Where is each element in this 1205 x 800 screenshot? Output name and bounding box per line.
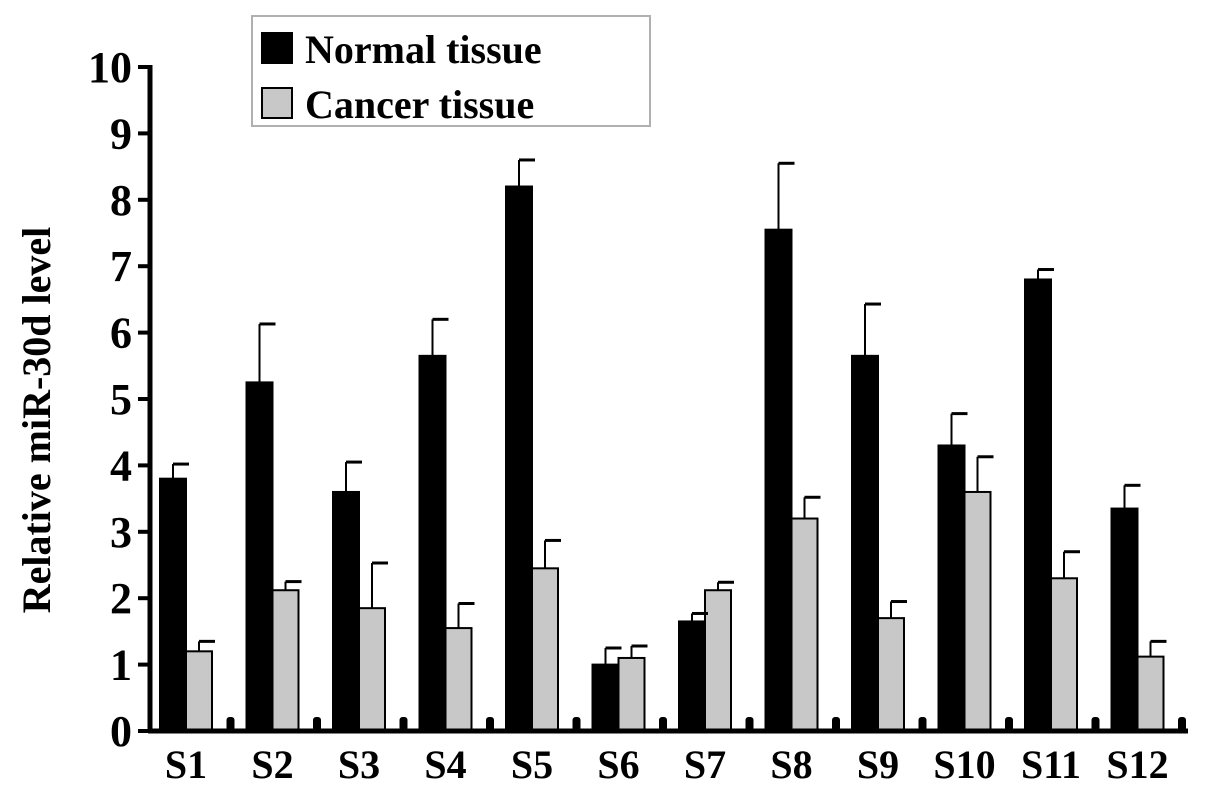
x-category-label: S3 — [338, 742, 380, 787]
y-tick-label: 0 — [110, 707, 132, 756]
x-tick-mark — [1091, 717, 1100, 731]
bar-cancer-tissue — [185, 650, 213, 733]
bar-cancer-tissue — [271, 589, 300, 732]
y-ticks-layer: 0 1 2 3 4 5 6 7 8 9 10 — [88, 43, 150, 756]
x-category-label: S10 — [933, 742, 995, 787]
y-axis-title: Relative miR-30d level — [14, 227, 59, 614]
bar-cancer-tissue — [877, 617, 905, 732]
y-tick-label: 1 — [110, 641, 132, 690]
y-tick-label: 5 — [110, 375, 132, 424]
legend-box — [251, 15, 651, 127]
bar-normal-tissue — [332, 490, 360, 732]
x-ticks-layer: S1 S2 S3 S4 S5 S6 S7 S8 S9 S10 S11 S12 — [165, 717, 1186, 787]
x-tick-mark — [313, 717, 321, 731]
bar-cancer-tissue — [358, 607, 386, 732]
bar-cancer-tissue — [1050, 577, 1078, 733]
y-tick-label: 8 — [110, 176, 132, 225]
bar-normal-tissue — [764, 228, 793, 732]
y-tick-label: 3 — [110, 508, 132, 557]
legend-swatch-cancer — [261, 87, 293, 119]
bar-normal-tissue — [851, 354, 879, 732]
legend-label-cancer: Cancer tissue — [305, 82, 534, 127]
x-tick-mark — [1005, 717, 1013, 731]
bars-layer — [159, 185, 1165, 733]
x-tick-mark — [399, 717, 408, 731]
x-tick-mark — [1178, 717, 1186, 731]
y-tick-label: 4 — [110, 441, 132, 490]
x-category-label: S11 — [1021, 742, 1081, 787]
bar-normal-tissue — [678, 620, 706, 732]
bar-cancer-tissue — [963, 490, 992, 732]
bar-cancer-tissue — [444, 627, 473, 733]
x-tick-mark — [659, 717, 667, 731]
x-tick-mark — [832, 717, 840, 731]
x-category-label: S7 — [684, 742, 726, 787]
x-category-label: S6 — [597, 742, 639, 787]
y-tick-label: 10 — [88, 43, 132, 92]
legend-swatch-normal — [261, 32, 293, 64]
x-category-label: S12 — [1106, 742, 1168, 787]
x-category-label: S4 — [424, 742, 466, 787]
x-tick-mark — [486, 717, 494, 731]
x-category-label: S9 — [857, 742, 899, 787]
y-tick-label: 2 — [110, 574, 132, 623]
bar-cancer-tissue — [531, 567, 559, 732]
bar-normal-tissue — [505, 185, 533, 732]
legend-label-normal: Normal tissue — [305, 27, 542, 72]
bar-cancer-tissue — [617, 656, 646, 733]
x-category-label: S1 — [165, 742, 207, 787]
x-category-label: S5 — [511, 742, 553, 787]
bar-normal-tissue — [245, 381, 274, 732]
bar-cancer-tissue — [704, 589, 732, 732]
bar-cancer-tissue — [1136, 655, 1165, 733]
bar-normal-tissue — [159, 477, 187, 732]
bar-normal-tissue — [937, 444, 966, 732]
y-tick-label: 7 — [110, 242, 132, 291]
bar-normal-tissue — [1110, 507, 1139, 732]
x-tick-mark — [745, 717, 754, 731]
y-tick-label: 6 — [110, 309, 132, 358]
bar-normal-tissue — [418, 354, 447, 732]
x-tick-mark — [226, 717, 235, 731]
x-tick-mark — [572, 717, 581, 731]
bar-cancer-tissue — [790, 517, 819, 733]
bar-normal-tissue — [1024, 278, 1052, 732]
legend: Normal tissue Cancer tissue — [251, 15, 651, 127]
y-tick-label: 9 — [110, 109, 132, 158]
x-tick-mark — [918, 717, 927, 731]
bar-normal-tissue — [591, 663, 620, 732]
x-category-label: S2 — [251, 742, 293, 787]
error-bars-layer — [172, 158, 1167, 665]
x-category-label: S8 — [770, 742, 812, 787]
